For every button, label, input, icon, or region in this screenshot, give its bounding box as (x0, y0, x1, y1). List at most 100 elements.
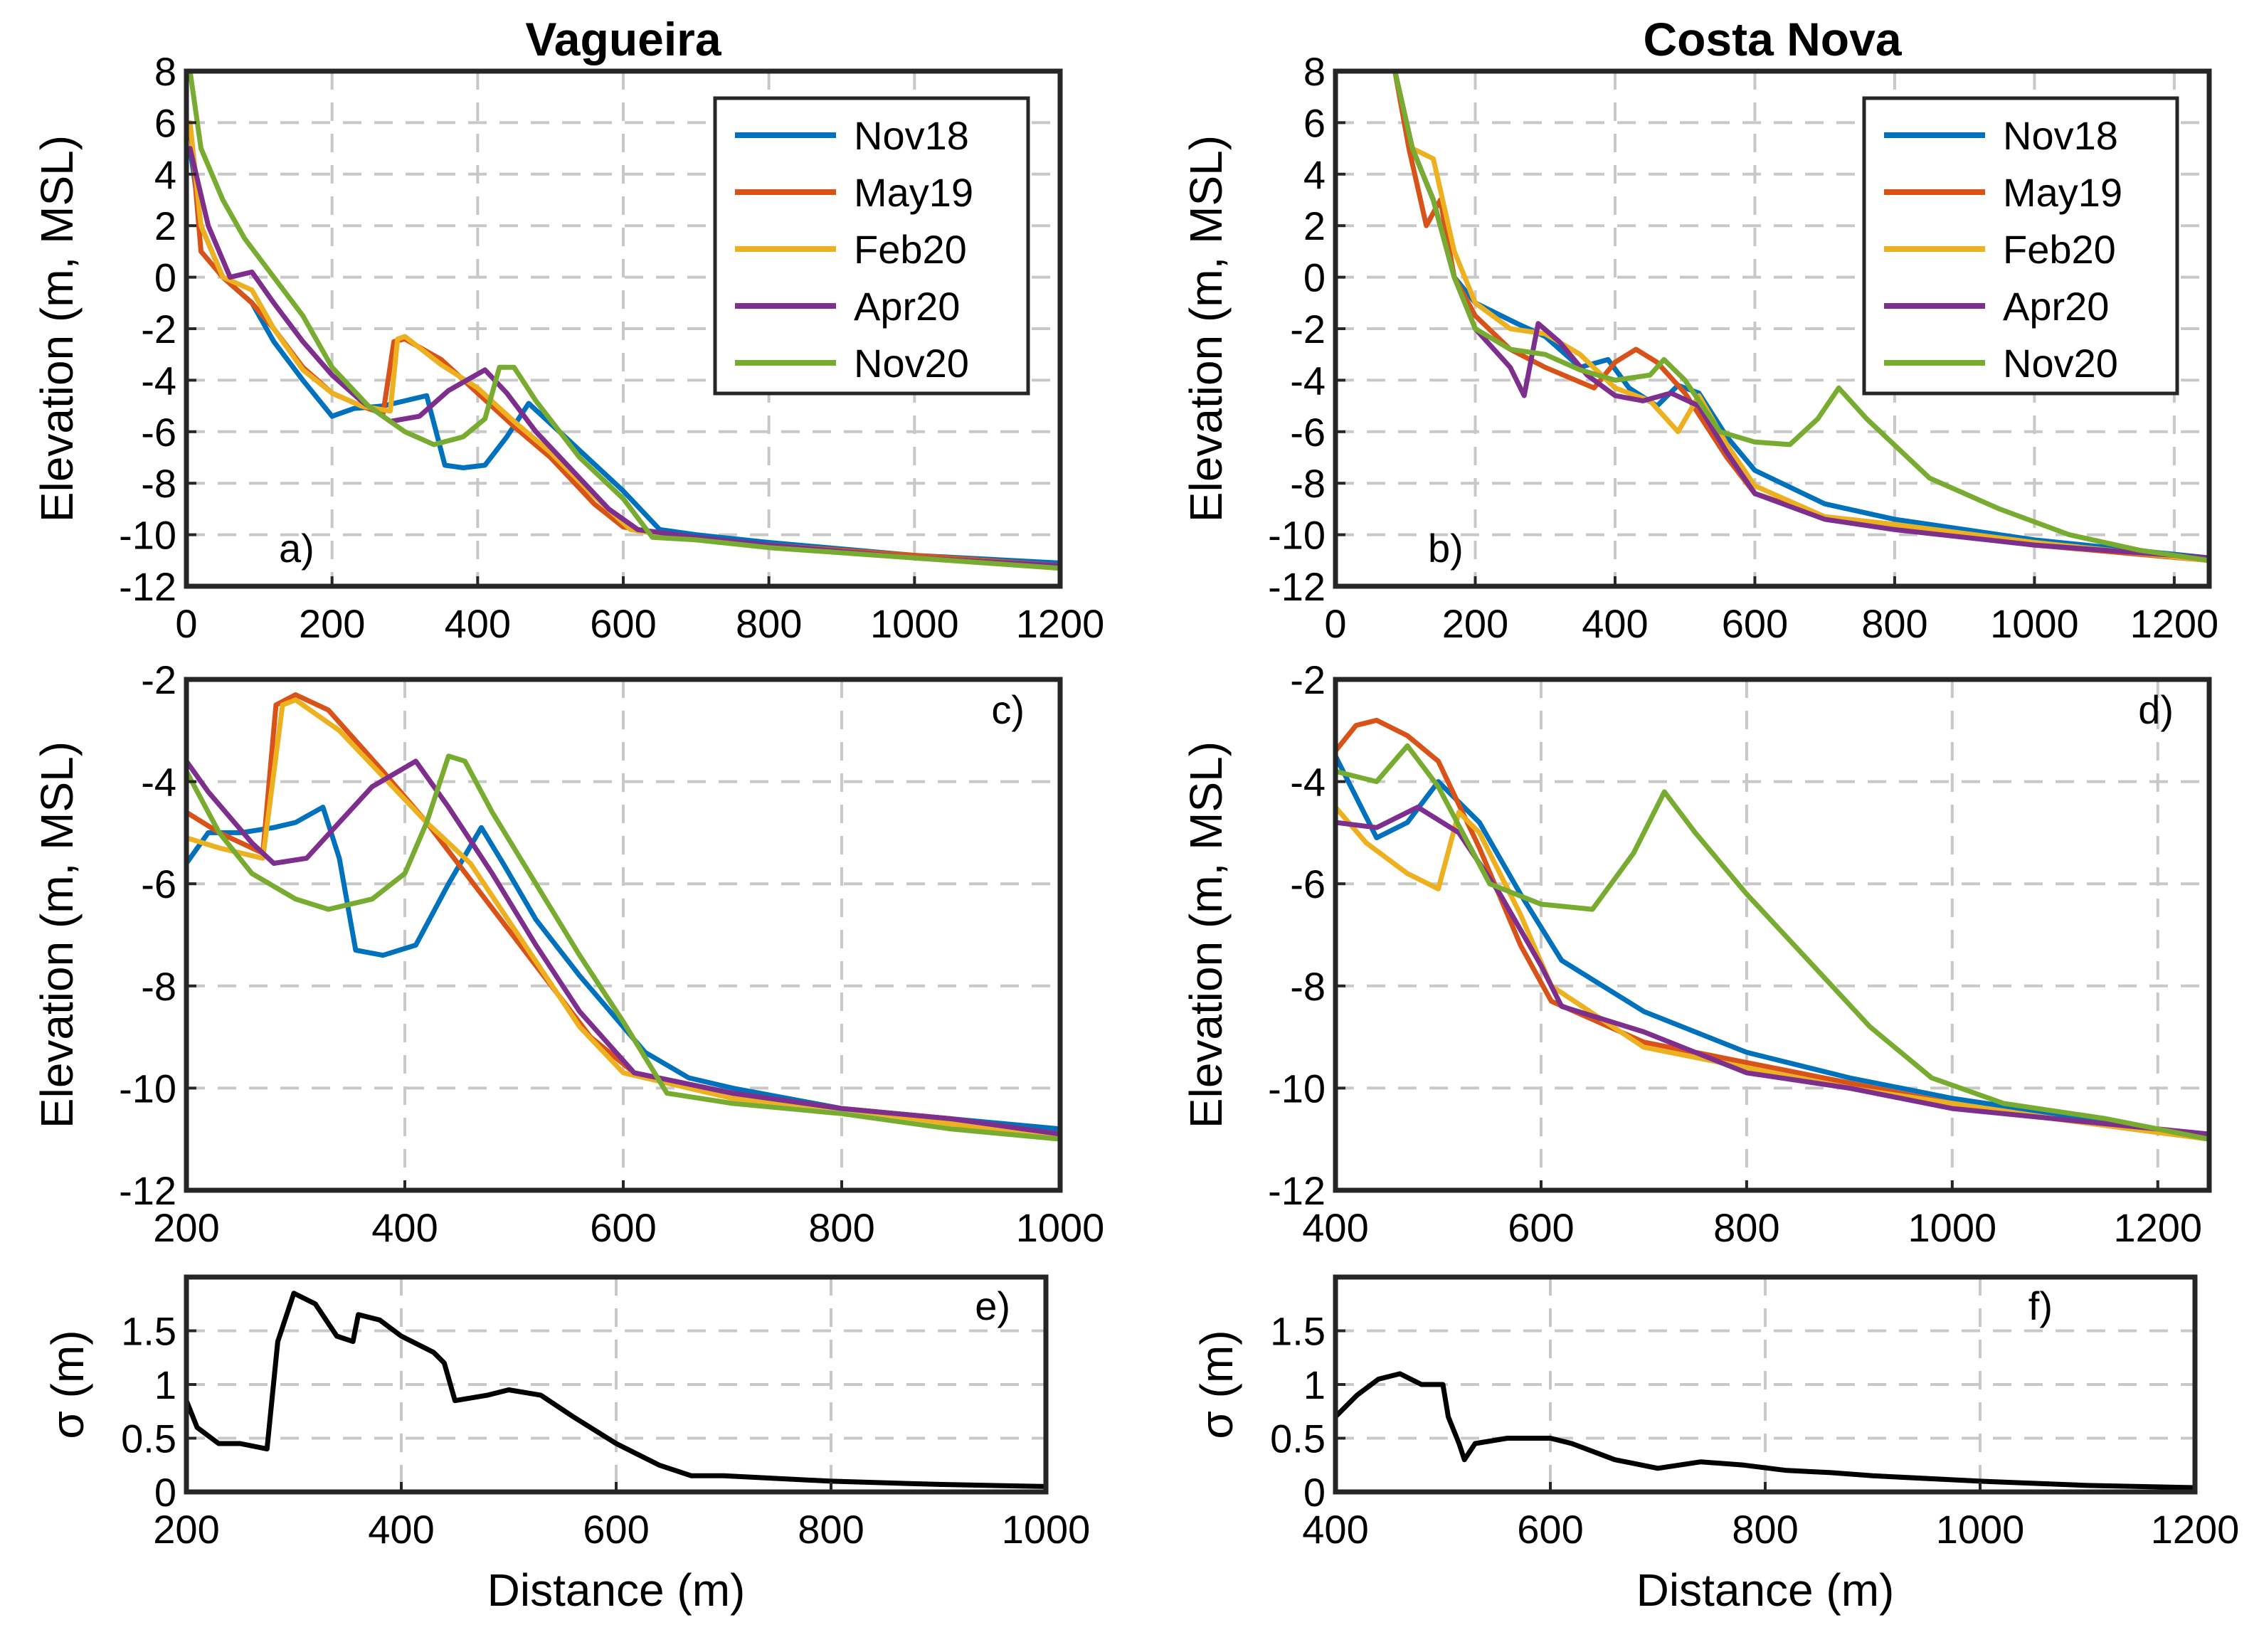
y-tick-label: 0.5 (1270, 1417, 1326, 1461)
y-axis-label: σ (m) (42, 1330, 93, 1439)
series-line-nov20 (1335, 743, 2209, 1142)
legend-entry: May19 (2003, 170, 2122, 215)
y-tick-label: -10 (119, 1066, 176, 1111)
series-line-feb20 (1392, 71, 2209, 563)
y-tick-label: 8 (1303, 49, 1326, 94)
legend-entry: Nov20 (2003, 341, 2118, 386)
y-axis-label: Elevation (m, MSL) (31, 741, 83, 1128)
series-line-nov18 (1335, 753, 2209, 1142)
y-tick-label: 0 (1303, 1470, 1326, 1515)
series-line-sigma (1335, 1371, 2195, 1490)
x-tick-label: 1000 (870, 601, 959, 646)
y-tick-label: 6 (154, 100, 176, 145)
x-tick-label: 1000 (1936, 1507, 2025, 1552)
legend-entry: Feb20 (854, 227, 967, 272)
legend-entry: Nov18 (2003, 113, 2118, 158)
y-tick-label: 2 (154, 203, 176, 248)
y-tick-label: 0 (154, 1470, 176, 1515)
legend-entry: Feb20 (2003, 227, 2116, 272)
x-tick-label: 400 (371, 1205, 438, 1250)
x-tick-label: 400 (1302, 1507, 1368, 1552)
x-tick-label: 1200 (2151, 1507, 2240, 1552)
x-tick-label: 200 (153, 1205, 219, 1250)
panel-label: e) (975, 1283, 1010, 1328)
panel-label: a) (279, 526, 314, 571)
legend: Nov18 May19 Feb20 Apr20 Nov20 (1862, 96, 2179, 396)
y-tick-label: -12 (119, 564, 176, 609)
x-tick-label: 0 (175, 601, 197, 646)
y-tick-label: -6 (141, 410, 176, 455)
y-tick-label: -4 (141, 760, 176, 805)
y-tick-label: -4 (141, 358, 176, 403)
y-tick-label: 1 (1303, 1362, 1326, 1407)
y-tick-label: 0 (1303, 255, 1326, 300)
y-axis-label: Elevation (m, MSL) (1180, 135, 1232, 522)
x-tick-label: 1200 (1016, 601, 1105, 646)
legend-box (1862, 96, 2179, 396)
y-tick-label: 4 (1303, 152, 1326, 197)
y-tick-label: 0.5 (121, 1417, 176, 1461)
x-tick-label: 600 (1508, 1205, 1574, 1250)
x-tick-label: 1000 (1908, 1205, 1997, 1250)
y-tick-label: 0 (154, 255, 176, 300)
y-tick-label: -12 (119, 1168, 176, 1213)
x-tick-label: 600 (1517, 1507, 1583, 1552)
y-tick-label: 1.5 (1270, 1309, 1326, 1354)
y-tick-label: -8 (1290, 964, 1326, 1009)
x-tick-label: 800 (1861, 601, 1927, 646)
panel-f: 400 600 800 1000 1200 0 0.5 1 1.5 σ (m) Distance (… (1191, 1274, 2240, 1616)
y-tick-label: -10 (1268, 513, 1326, 558)
panel-label: f) (2028, 1283, 2053, 1328)
y-tick-label: -12 (1268, 1168, 1326, 1213)
x-tick-label: 1200 (2113, 1205, 2202, 1250)
chart-title: Vagueira (525, 13, 721, 65)
panel-c: 200 400 600 800 1000 -12 -10 -8 -6 -4 -2 Elevation … (31, 657, 1104, 1250)
y-tick-label: -10 (1268, 1066, 1326, 1111)
y-axis-label: σ (m) (1191, 1330, 1242, 1439)
series-line-nov20 (186, 753, 1060, 1142)
y-tick-label: -4 (1290, 358, 1326, 403)
y-tick-label: -2 (141, 307, 176, 351)
y-tick-label: 1.5 (121, 1309, 176, 1354)
series-line-nov18 (187, 146, 1060, 566)
series-line-apr20 (1335, 805, 2209, 1137)
series-line-nov20 (1392, 71, 2209, 563)
x-tick-label: 1200 (2130, 601, 2219, 646)
y-tick-label: -10 (119, 513, 176, 558)
series-line-sigma (186, 1291, 1046, 1489)
panel-label: c) (991, 687, 1025, 732)
y-tick-label: -2 (141, 657, 176, 702)
series-line-nov20 (187, 71, 1060, 571)
panel-label: d) (2138, 687, 2174, 732)
x-tick-label: 400 (445, 601, 511, 646)
y-tick-label: 2 (1303, 203, 1326, 248)
x-tick-label: 200 (1442, 601, 1508, 646)
x-tick-label: 800 (1713, 1205, 1779, 1250)
x-tick-label: 400 (1582, 601, 1648, 646)
x-tick-label: 0 (1324, 601, 1346, 646)
y-tick-label: -8 (141, 964, 176, 1009)
panel-e: 200 400 600 800 1000 0 0.5 1 1.5 σ (m) Distance (m… (42, 1274, 1091, 1616)
x-tick-label: 600 (583, 1507, 649, 1552)
x-tick-label: 1000 (1016, 1205, 1105, 1250)
series-line-nov18 (186, 805, 1060, 1132)
panel-b: 0 200 400 600 800 1000 1200 -12 -10 -8 -6 -4 -2 0 2 4 6 8… (1180, 13, 2218, 646)
y-tick-label: 8 (154, 49, 176, 94)
x-tick-label: 800 (736, 601, 802, 646)
legend-box (713, 96, 1030, 396)
x-tick-label: 600 (590, 601, 656, 646)
x-tick-label: 800 (808, 1205, 874, 1250)
y-tick-label: -2 (1290, 307, 1326, 351)
y-tick-label: -6 (1290, 410, 1326, 455)
y-tick-label: 6 (1303, 100, 1326, 145)
legend-entry: Apr20 (854, 284, 960, 329)
y-tick-label: -12 (1268, 564, 1326, 609)
x-tick-label: 1000 (1002, 1507, 1091, 1552)
y-tick-label: -2 (1290, 657, 1326, 702)
y-tick-label: 1 (154, 1362, 176, 1407)
legend-entry: Nov20 (854, 341, 969, 386)
x-tick-label: 400 (1302, 1205, 1368, 1250)
y-tick-label: -4 (1290, 760, 1326, 805)
y-tick-label: -8 (1290, 461, 1326, 506)
